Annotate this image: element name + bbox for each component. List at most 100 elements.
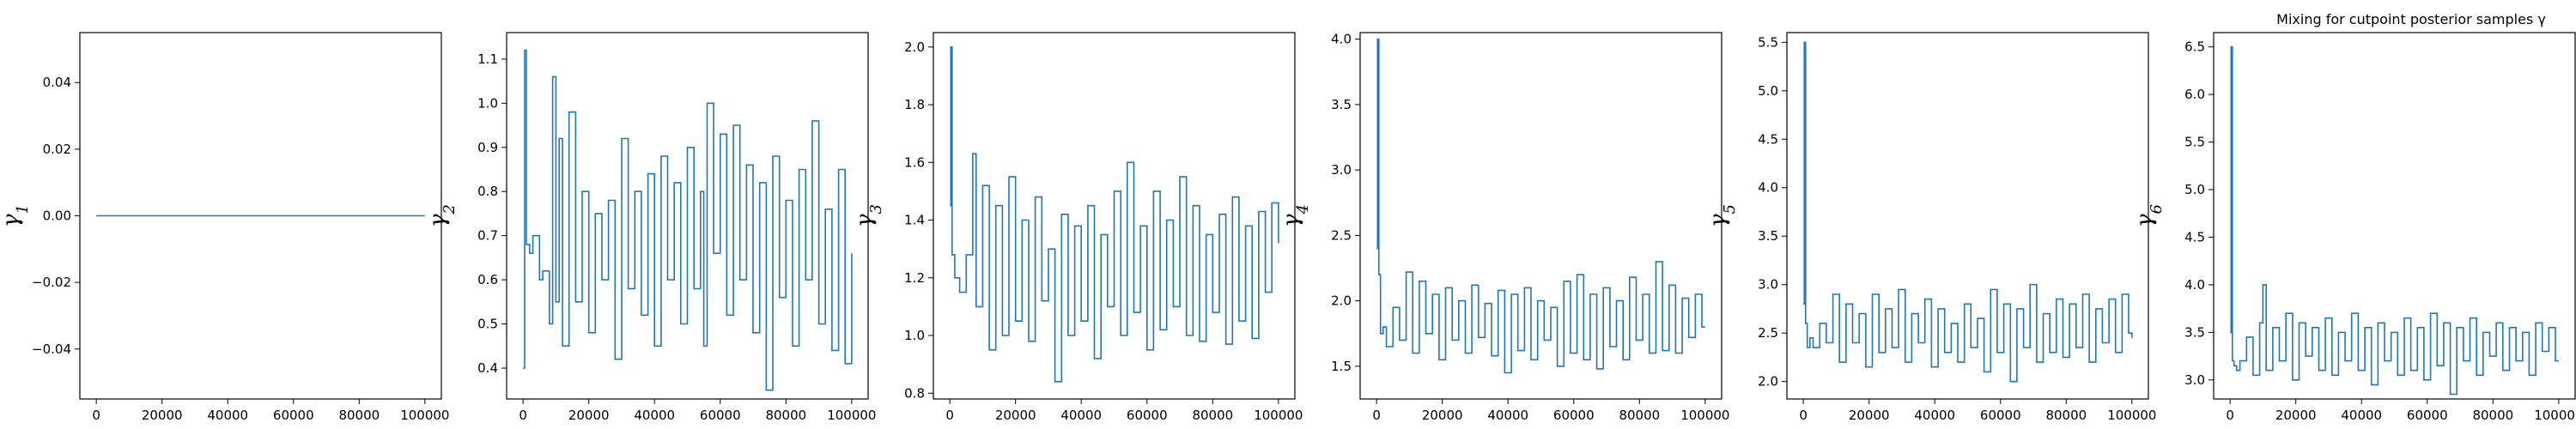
y-axis-label: γ1: [0, 204, 32, 227]
x-tick-label: 60000: [1980, 408, 2021, 423]
trace-line: [2230, 45, 2559, 396]
x-tick-label: 100000: [2534, 408, 2576, 423]
x-tick-label: 20000: [1422, 408, 1463, 423]
y-tick-label: 6.0: [2184, 87, 2205, 102]
y-axis-label: γ4: [1279, 204, 1312, 227]
y-tick-label: 0.9: [477, 140, 498, 155]
x-tick-label: 100000: [2107, 408, 2156, 423]
y-axis-label: γ6: [2132, 204, 2166, 227]
y-tick-label: 3.5: [1331, 97, 1352, 112]
y-tick-label: 2.5: [1758, 325, 1778, 341]
y-tick-label: 0.04: [43, 75, 71, 90]
x-tick-label: 0: [1372, 408, 1381, 423]
y-tick-label: 2.0: [1331, 293, 1352, 309]
y-tick-label: 1.1: [477, 51, 498, 67]
subplot-3: 0 20000 40000 60000 80000 100000 0.8 1.0 1.2 1.4 1…: [852, 32, 1303, 423]
y-tick-label: 3.0: [1331, 162, 1352, 178]
y-tick-label: 0.8: [904, 385, 925, 401]
x-tick-label: 40000: [634, 408, 675, 423]
y-tick-label: 1.8: [904, 97, 925, 112]
x-tick-label: 40000: [207, 408, 248, 423]
x-tick-label: 0: [519, 408, 527, 423]
plot-frame: [1359, 32, 1722, 400]
y-tick-label: 5.5: [2184, 135, 2205, 150]
y-axis-label: γ5: [1705, 204, 1739, 227]
y-tick-label: 0.7: [477, 228, 498, 244]
y-tick-label: 5.0: [1758, 83, 1778, 99]
y-axis-label: γ3: [852, 204, 885, 227]
y-tick-label: 0.5: [477, 317, 498, 332]
x-tick-label: 80000: [2045, 408, 2087, 423]
y-tick-label: 1.0: [477, 95, 498, 111]
trace-line: [1376, 38, 1705, 374]
y-tick-label: 2.5: [1331, 227, 1352, 243]
y-tick-label: 1.6: [904, 154, 925, 170]
y-tick-label: 4.0: [1331, 32, 1352, 47]
y-tick-label: −0.04: [32, 341, 71, 357]
subplot-1: 0 20000 40000 60000 80000 100000 −0.04 −0.02 0.0…: [0, 32, 449, 423]
x-tick-label: 60000: [1127, 408, 1168, 423]
y-tick-label: 0.8: [477, 184, 498, 199]
x-tick-label: 20000: [568, 408, 610, 423]
x-tick-label: 0: [2226, 408, 2234, 423]
trace-line: [523, 49, 853, 391]
x-tick-label: 60000: [273, 408, 314, 423]
x-tick-label: 80000: [1192, 408, 1233, 423]
y-tick-label: 0.4: [477, 360, 498, 376]
y-tick-label: 1.5: [1331, 359, 1352, 374]
y-axis-label: γ2: [425, 204, 459, 227]
y-tick-label: 3.5: [2184, 324, 2205, 340]
y-tick-label: 4.0: [1758, 180, 1778, 196]
x-tick-label: 80000: [2472, 408, 2513, 423]
x-tick-label: 40000: [1060, 408, 1102, 423]
y-tick-label: 4.5: [1758, 131, 1778, 147]
x-tick-label: 80000: [765, 408, 806, 423]
y-tick-label: −0.02: [32, 275, 71, 290]
x-tick-label: 40000: [1487, 408, 1528, 423]
subplot-6: 0 20000 40000 60000 80000 100000 3.0 3.5 4.0 4.5 5…: [2132, 32, 2576, 423]
x-tick-label: 100000: [1254, 408, 1303, 423]
y-tick-label: 0.02: [43, 142, 71, 157]
y-tick-label: 1.2: [904, 270, 925, 286]
subplot-5: 0 20000 40000 60000 80000 100000 2.0 2.5 3.0 3.5 4…: [1705, 32, 2156, 423]
y-tick-label: 3.0: [2184, 372, 2205, 388]
y-tick-label: 3.5: [1758, 228, 1778, 244]
x-tick-label: 20000: [995, 408, 1036, 423]
trace-line: [950, 46, 1279, 383]
y-tick-label: 5.5: [1758, 34, 1778, 50]
x-tick-label: 20000: [1849, 408, 1890, 423]
x-tick-label: 0: [945, 408, 954, 423]
x-tick-label: 20000: [142, 408, 183, 423]
trace-line: [1803, 41, 2133, 383]
x-tick-label: 60000: [2407, 408, 2448, 423]
y-tick-label: 0.6: [477, 272, 498, 287]
y-tick-label: 2.0: [1758, 374, 1778, 390]
x-tick-label: 80000: [338, 408, 380, 423]
y-tick-label: 0.00: [43, 208, 71, 224]
plot-frame: [1786, 32, 2149, 400]
x-tick-label: 40000: [1914, 408, 1955, 423]
figure-title: Mixing for cutpoint posterior samples γ: [2276, 11, 2546, 27]
y-tick-label: 5.0: [2184, 182, 2205, 197]
y-tick-label: 3.0: [1758, 277, 1778, 293]
y-tick-label: 4.0: [2184, 277, 2205, 293]
x-tick-label: 60000: [700, 408, 741, 423]
x-tick-label: 60000: [1553, 408, 1595, 423]
x-tick-label: 100000: [827, 408, 876, 423]
y-tick-label: 1.4: [904, 213, 925, 228]
x-tick-label: 0: [1799, 408, 1807, 423]
plot-frame: [2213, 32, 2576, 400]
y-tick-label: 1.0: [904, 328, 925, 343]
y-tick-label: 2.0: [904, 39, 925, 55]
subplot-2: 0 20000 40000 60000 80000 100000 0.4 0.5 0.6 0.7 0…: [425, 32, 876, 423]
x-tick-label: 40000: [2341, 408, 2382, 423]
x-tick-label: 100000: [400, 408, 449, 423]
y-tick-label: 4.5: [2184, 229, 2205, 245]
x-tick-label: 100000: [1680, 408, 1729, 423]
subplot-4: 0 20000 40000 60000 80000 100000 1.5 2.0 2.5 3.0 3…: [1279, 32, 1729, 423]
x-tick-label: 0: [92, 408, 100, 423]
x-tick-label: 80000: [1619, 408, 1660, 423]
y-tick-label: 6.5: [2184, 39, 2205, 55]
x-tick-label: 20000: [2275, 408, 2317, 423]
